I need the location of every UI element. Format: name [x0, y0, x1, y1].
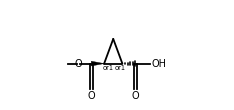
- Text: or1: or1: [102, 65, 113, 71]
- Text: O: O: [88, 91, 95, 101]
- Text: OH: OH: [152, 59, 167, 69]
- Text: or1: or1: [114, 65, 125, 71]
- Text: O: O: [132, 91, 139, 101]
- Polygon shape: [91, 61, 104, 66]
- Text: O: O: [75, 59, 82, 69]
